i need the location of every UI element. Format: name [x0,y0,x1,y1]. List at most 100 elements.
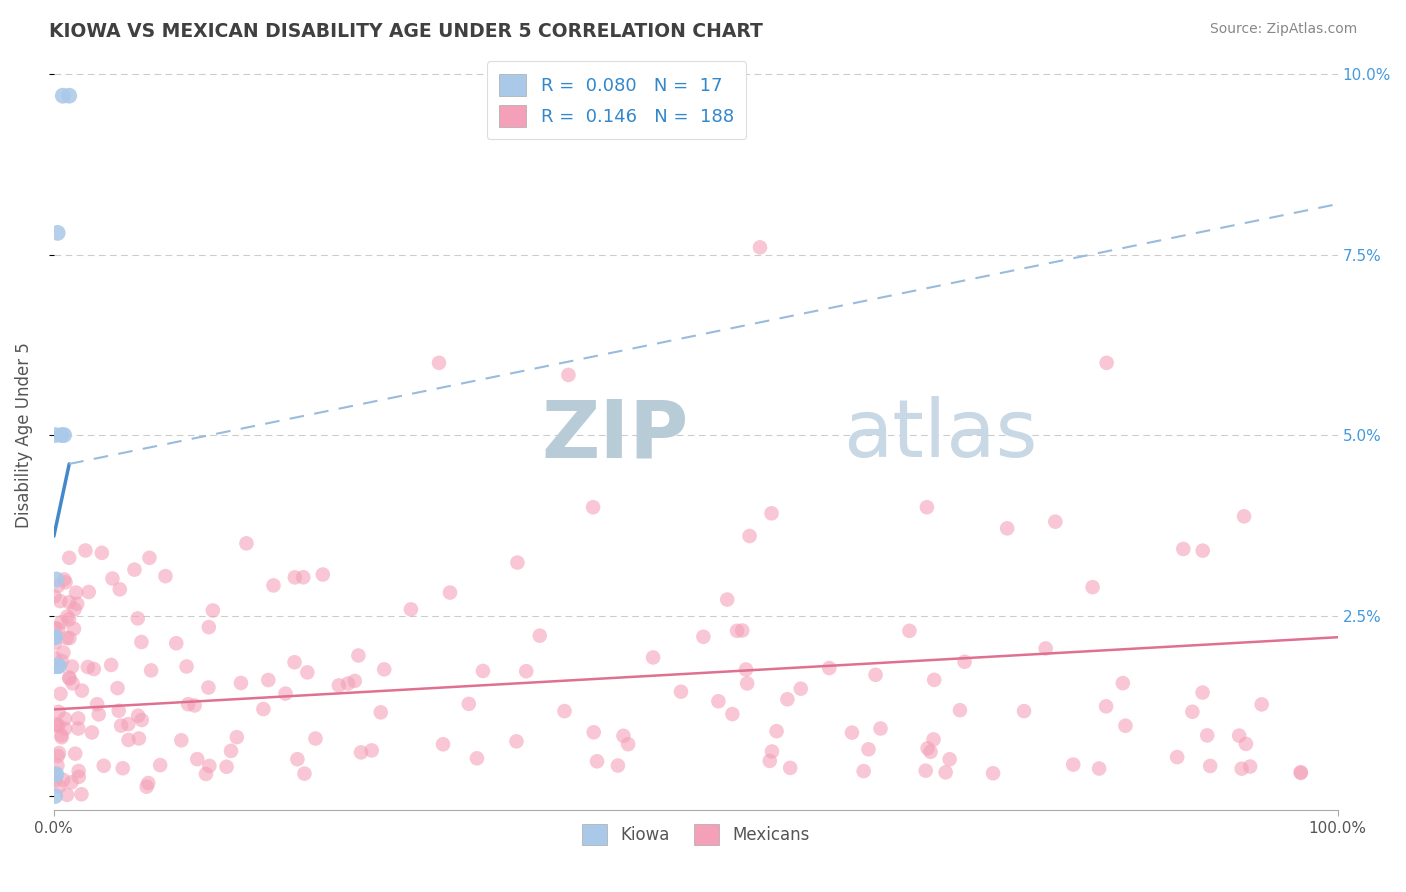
Point [66,597,89,611]
Point [841,725,863,739]
Point [1045,515,1067,529]
Point [1227,729,1250,743]
Point [51,428,73,442]
Point [51,731,73,745]
Point [70,787,93,801]
Text: atlas: atlas [844,396,1038,474]
Point [55,575,77,590]
Point [93,758,115,772]
Point [1199,759,1222,773]
Point [53,712,76,726]
Point [58,671,80,685]
Point [55,631,77,645]
Point [1095,356,1118,370]
Point [107,681,129,695]
Point [48,779,70,793]
Point [131,635,153,649]
Point [83,662,105,676]
Point [58,612,80,626]
Point [111,761,134,775]
Point [70,683,93,698]
Point [63,747,86,761]
Point [297,665,319,680]
Point [117,733,139,747]
Point [136,776,159,790]
Point [1191,685,1213,699]
Point [45,573,67,587]
Point [44,651,66,665]
Point [44,789,66,803]
Point [995,521,1018,535]
Point [80,725,103,739]
Point [582,500,605,515]
Point [761,745,783,759]
Point [1234,737,1257,751]
Point [457,697,479,711]
Point [44,636,66,650]
Point [761,506,783,520]
Point [76,660,98,674]
Point [858,742,880,756]
Point [44,659,66,673]
Point [914,764,936,778]
Point [263,578,285,592]
Point [58,550,80,565]
Point [917,741,939,756]
Point [63,622,86,636]
Point [46,226,69,240]
Text: KIOWA VS MEXICAN DISABILITY AGE UNDER 5 CORRELATION CHART: KIOWA VS MEXICAN DISABILITY AGE UNDER 5 … [49,22,763,41]
Point [1250,698,1272,712]
Point [67,770,90,784]
Point [51,654,73,668]
Point [1239,759,1261,773]
Point [48,705,70,719]
Point [46,579,69,593]
Point [586,754,609,768]
Point [949,703,972,717]
Point [183,698,205,713]
Point [776,692,799,706]
Point [235,536,257,550]
Point [360,743,382,757]
Point [612,729,634,743]
Point [51,615,73,630]
Point [124,563,146,577]
Point [127,611,149,625]
Point [938,752,960,766]
Point [981,766,1004,780]
Y-axis label: Disability Age Under 5: Disability Age Under 5 [15,343,32,528]
Point [1173,541,1195,556]
Point [101,572,124,586]
Point [1230,762,1253,776]
Point [731,624,754,638]
Point [337,676,360,690]
Point [1233,509,1256,524]
Point [439,585,461,599]
Legend: Kiowa, Mexicans: Kiowa, Mexicans [572,814,820,855]
Point [100,657,122,672]
Point [48,718,70,732]
Point [920,745,942,759]
Point [779,761,801,775]
Point [515,664,537,678]
Text: Source: ZipAtlas.com: Source: ZipAtlas.com [1209,22,1357,37]
Point [347,648,370,663]
Point [58,595,80,609]
Point [582,725,605,739]
Point [869,722,891,736]
Point [1181,705,1204,719]
Point [44,428,66,442]
Point [669,684,692,698]
Point [215,760,238,774]
Point [117,717,139,731]
Point [285,752,308,766]
Point [127,708,149,723]
Point [312,567,335,582]
Point [53,573,76,587]
Point [170,733,193,747]
Point [53,428,76,442]
Point [759,754,782,768]
Point [131,713,153,727]
Point [62,676,84,690]
Point [865,668,887,682]
